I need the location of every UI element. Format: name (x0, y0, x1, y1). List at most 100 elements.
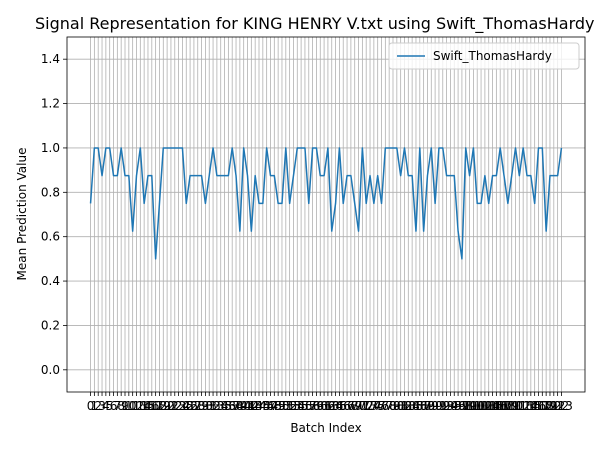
x-tick-label: 83 (401, 399, 416, 413)
x-tick-label: 66 (336, 399, 351, 413)
x-tick-label: 99 (462, 399, 477, 413)
x-tick-label: 64 (328, 399, 343, 413)
x-tick-label: 15 (140, 399, 155, 413)
x-tick-label: 86 (412, 399, 427, 413)
x-tick-label: 87 (416, 399, 431, 413)
x-tick-label: 88 (420, 399, 435, 413)
x-tick-label: 105 (481, 399, 504, 413)
x-tick-label: 32 (205, 399, 220, 413)
legend: Swift_ThomasHardy (388, 42, 580, 70)
x-tick-label: 75 (370, 399, 385, 413)
x-tick-label: 53 (286, 399, 301, 413)
x-tick-label: 28 (190, 399, 205, 413)
x-tick-label: 5 (106, 399, 114, 413)
x-tick-label: 79 (385, 399, 400, 413)
x-tick-label: 113 (512, 399, 535, 413)
x-tick-label: 80 (389, 399, 404, 413)
x-tick-label: 90 (427, 399, 442, 413)
x-tick-label: 78 (382, 399, 397, 413)
x-tick-label: 109 (496, 399, 519, 413)
x-tick-label: 94 (443, 399, 458, 413)
x-tick-label: 9 (121, 399, 129, 413)
x-tick-label: 48 (267, 399, 282, 413)
x-tick-label: 45 (255, 399, 270, 413)
x-tick-label: 58 (305, 399, 320, 413)
x-tick-label: 3 (98, 399, 106, 413)
y-axis-label: Mean Prediction Value (15, 148, 29, 281)
x-tick-label: 62 (320, 399, 335, 413)
x-tick-label: 51 (278, 399, 293, 413)
x-tick-label: 10 (121, 399, 136, 413)
x-tick-label: 65 (332, 399, 347, 413)
x-tick-label: 18 (152, 399, 167, 413)
x-tick-label: 30 (198, 399, 213, 413)
x-tick-label: 33 (209, 399, 224, 413)
x-tick-label: 119 (535, 399, 558, 413)
x-tick-label: 84 (405, 399, 420, 413)
x-tick-label: 114 (516, 399, 539, 413)
x-tick-label: 14 (137, 399, 152, 413)
x-tick-label: 31 (202, 399, 217, 413)
x-tick-label: 20 (159, 399, 174, 413)
x-tick-label: 95 (447, 399, 462, 413)
x-tick-label: 29 (194, 399, 209, 413)
x-tick-label: 103 (473, 399, 496, 413)
x-tick-label: 26 (182, 399, 197, 413)
y-tick-label: 1.0 (41, 141, 60, 155)
x-tick-label: 116 (523, 399, 546, 413)
x-tick-label: 39 (232, 399, 247, 413)
x-tick-label: 117 (527, 399, 550, 413)
x-tick-label: 101 (466, 399, 489, 413)
x-tick-label: 73 (362, 399, 377, 413)
y-tick-label: 0.6 (41, 230, 60, 244)
x-tick-label: 93 (439, 399, 454, 413)
x-tick-label: 60 (313, 399, 328, 413)
x-tick-label: 102 (470, 399, 493, 413)
x-tick-label: 24 (175, 399, 190, 413)
x-tick-label: 63 (324, 399, 339, 413)
x-tick-label: 108 (493, 399, 516, 413)
x-tick-label: 110 (500, 399, 523, 413)
y-tick-label: 0.8 (41, 185, 60, 199)
y-tick-label: 1.4 (41, 52, 60, 66)
x-tick-label: 52 (282, 399, 297, 413)
x-tick-label: 121 (542, 399, 565, 413)
x-tick-label: 49 (271, 399, 286, 413)
y-tick-label: 0.2 (41, 318, 60, 332)
x-tick-label: 76 (374, 399, 389, 413)
x-tick-label: 81 (393, 399, 408, 413)
x-tick-label: 35 (217, 399, 232, 413)
x-tick-label: 46 (259, 399, 274, 413)
x-tick-label: 34 (213, 399, 228, 413)
x-axis-label: Batch Index (290, 421, 361, 435)
x-tick-label: 42 (244, 399, 259, 413)
x-tick-label: 106 (485, 399, 508, 413)
x-tick-label: 112 (508, 399, 531, 413)
x-tick-label: 118 (531, 399, 554, 413)
y-tick-label: 1.2 (41, 97, 60, 111)
x-tick-label: 74 (366, 399, 381, 413)
x-tick-label: 72 (359, 399, 374, 413)
x-tick-label: 107 (489, 399, 512, 413)
x-tick-label: 11 (125, 399, 140, 413)
x-tick-label: 115 (519, 399, 542, 413)
x-tick-label: 96 (450, 399, 465, 413)
x-tick-label: 71 (355, 399, 370, 413)
legend-box (388, 42, 580, 70)
x-tick-label: 120 (539, 399, 562, 413)
x-tick-label: 22 (167, 399, 182, 413)
x-tick-label: 77 (378, 399, 393, 413)
x-tick-label: 47 (263, 399, 278, 413)
x-tick-label: 89 (424, 399, 439, 413)
x-tick-label: 6 (110, 399, 118, 413)
x-tick-label: 38 (228, 399, 243, 413)
x-tick-label: 56 (297, 399, 312, 413)
x-tick-label: 59 (309, 399, 324, 413)
x-tick-label: 23 (171, 399, 186, 413)
legend-label: Swift_ThomasHardy (433, 49, 552, 63)
x-tick-label: 19 (156, 399, 171, 413)
x-tick-label: 36 (221, 399, 236, 413)
x-tick-label: 55 (293, 399, 308, 413)
